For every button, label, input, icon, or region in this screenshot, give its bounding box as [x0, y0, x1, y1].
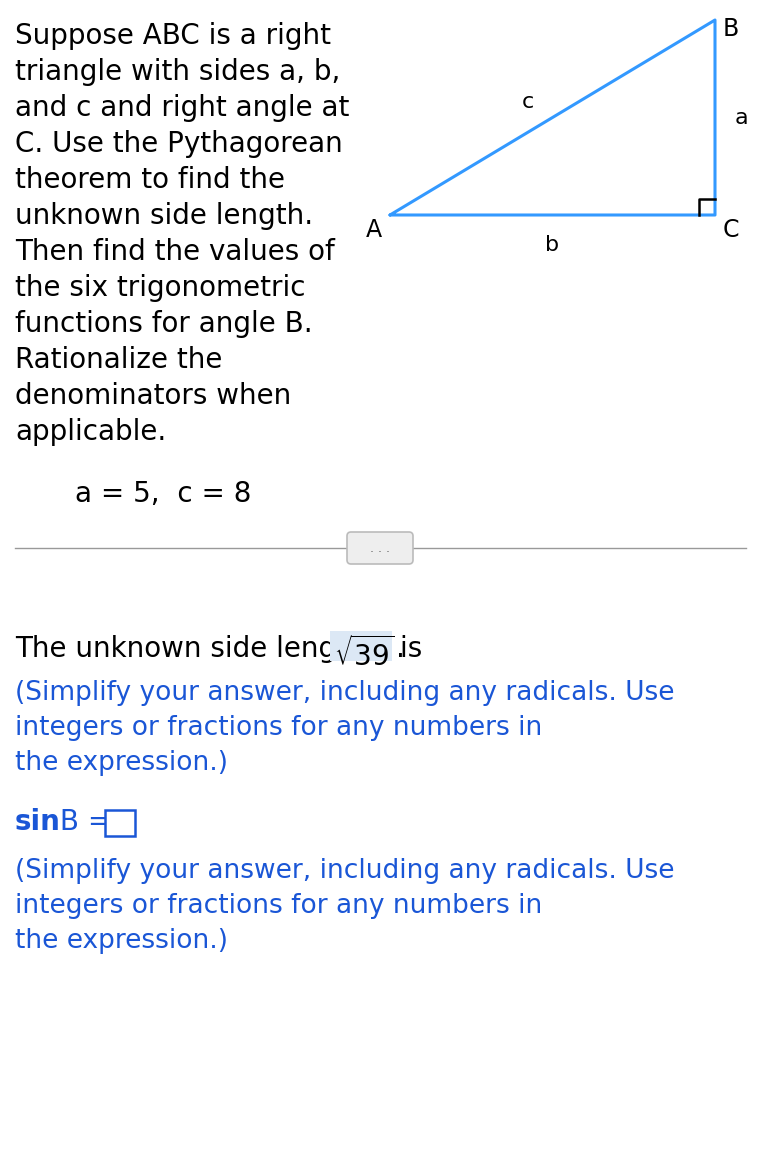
Text: . . .: . . .: [370, 541, 390, 555]
Text: C. Use the Pythagorean: C. Use the Pythagorean: [15, 130, 342, 158]
Text: .: .: [396, 635, 405, 664]
Text: $\sqrt{39}$: $\sqrt{39}$: [334, 636, 395, 672]
Text: Then find the values of: Then find the values of: [15, 238, 335, 267]
Text: (Simplify your answer, including any radicals. Use
integers or fractions for any: (Simplify your answer, including any rad…: [15, 680, 674, 775]
Text: b: b: [546, 235, 559, 255]
Text: functions for angle B.: functions for angle B.: [15, 310, 313, 338]
Text: sin: sin: [15, 808, 61, 835]
Text: (Simplify your answer, including any radicals. Use
integers or fractions for any: (Simplify your answer, including any rad…: [15, 859, 674, 954]
Text: unknown side length.: unknown side length.: [15, 202, 313, 230]
Text: triangle with sides a, b,: triangle with sides a, b,: [15, 58, 340, 87]
Text: the six trigonometric: the six trigonometric: [15, 273, 305, 302]
FancyBboxPatch shape: [347, 532, 413, 564]
Text: Suppose ABC is a right: Suppose ABC is a right: [15, 22, 331, 50]
Text: theorem to find the: theorem to find the: [15, 166, 285, 194]
Text: a = 5,  c = 8: a = 5, c = 8: [75, 480, 251, 508]
Text: c: c: [521, 92, 533, 112]
Text: A: A: [366, 218, 382, 242]
Text: denominators when: denominators when: [15, 382, 291, 410]
FancyBboxPatch shape: [105, 810, 135, 835]
Text: C: C: [723, 218, 740, 242]
Text: Rationalize the: Rationalize the: [15, 346, 222, 374]
FancyBboxPatch shape: [330, 631, 392, 661]
Text: B =: B =: [51, 808, 120, 835]
Text: The unknown side length b is: The unknown side length b is: [15, 635, 431, 664]
Text: and c and right angle at: and c and right angle at: [15, 93, 349, 122]
Text: applicable.: applicable.: [15, 418, 166, 445]
Text: B: B: [723, 17, 739, 42]
Text: a: a: [735, 107, 749, 127]
